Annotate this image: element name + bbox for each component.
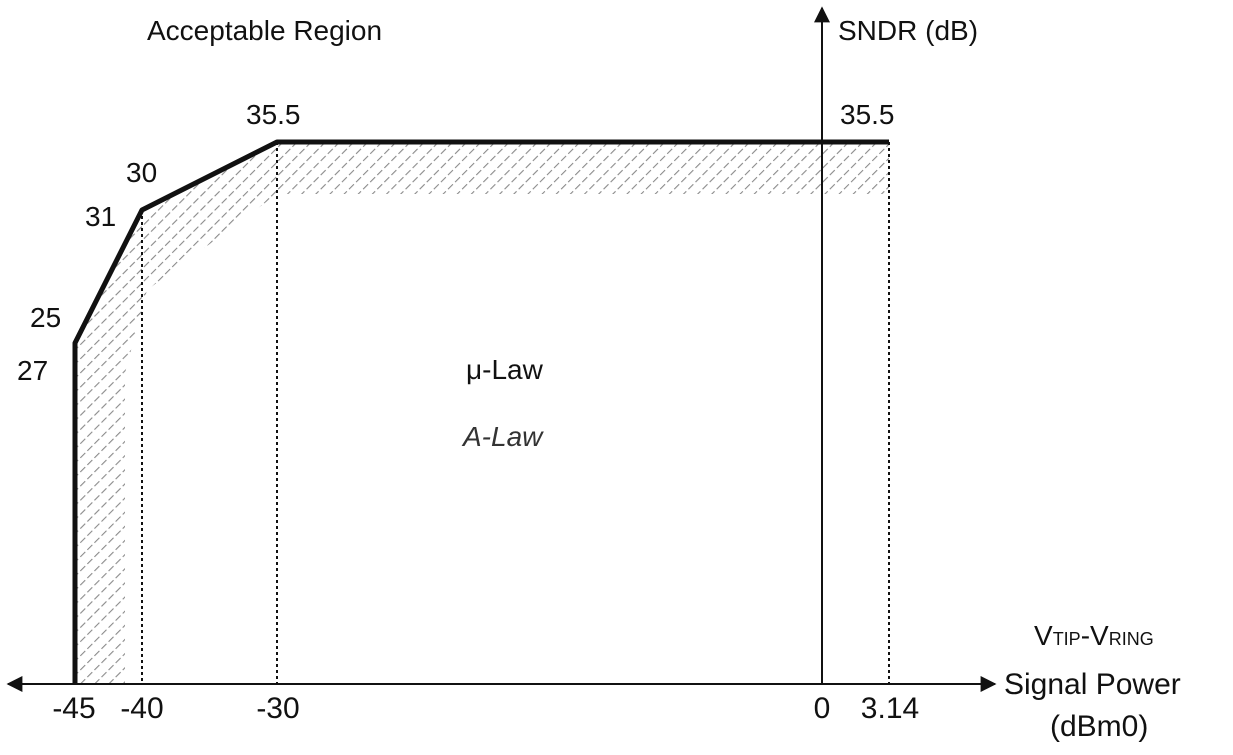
x-tick-label: 3.14	[861, 692, 919, 725]
point-label-35-5-left: 35.5	[246, 99, 301, 130]
legend-mu-law: μ-Law	[466, 354, 544, 385]
x-axis-label-tip: TIP	[1053, 629, 1081, 649]
hatch-band-4	[75, 343, 125, 684]
hatch-band-1	[277, 142, 889, 194]
point-label-25: 25	[30, 302, 61, 333]
x-tick-labels: -45 -40 -30 0 3.14	[52, 692, 919, 725]
point-label-27: 27	[17, 355, 48, 386]
x-axis-label-signal: VTIP-VRING	[1034, 620, 1154, 651]
sndr-curve	[72, 139, 889, 684]
region-label: Acceptable Region	[147, 15, 382, 46]
point-label-35-5-right: 35.5	[840, 99, 895, 130]
hatch-band-2	[142, 142, 277, 290]
x-tick-label: -45	[52, 692, 95, 725]
x-axis-label-line3: (dBm0)	[1050, 710, 1148, 743]
x-tick-label: 0	[814, 692, 831, 725]
x-axis-label-dash: -V	[1081, 620, 1109, 651]
x-tick-label: -30	[256, 692, 299, 725]
hatch-band-3	[75, 210, 147, 373]
acceptable-region-hatch	[75, 142, 889, 684]
x-axis-label-ring: RING	[1109, 629, 1154, 649]
x-axis-label-v: V	[1034, 620, 1053, 651]
point-label-30: 30	[126, 157, 157, 188]
y-axis-label: SNDR (dB)	[838, 15, 978, 46]
x-tick-label: -40	[120, 692, 163, 725]
legend-a-law: A-Law	[461, 421, 544, 452]
x-axis-label-line2: Signal Power	[1004, 668, 1181, 701]
guide-lines	[141, 142, 890, 684]
point-label-31: 31	[85, 201, 116, 232]
